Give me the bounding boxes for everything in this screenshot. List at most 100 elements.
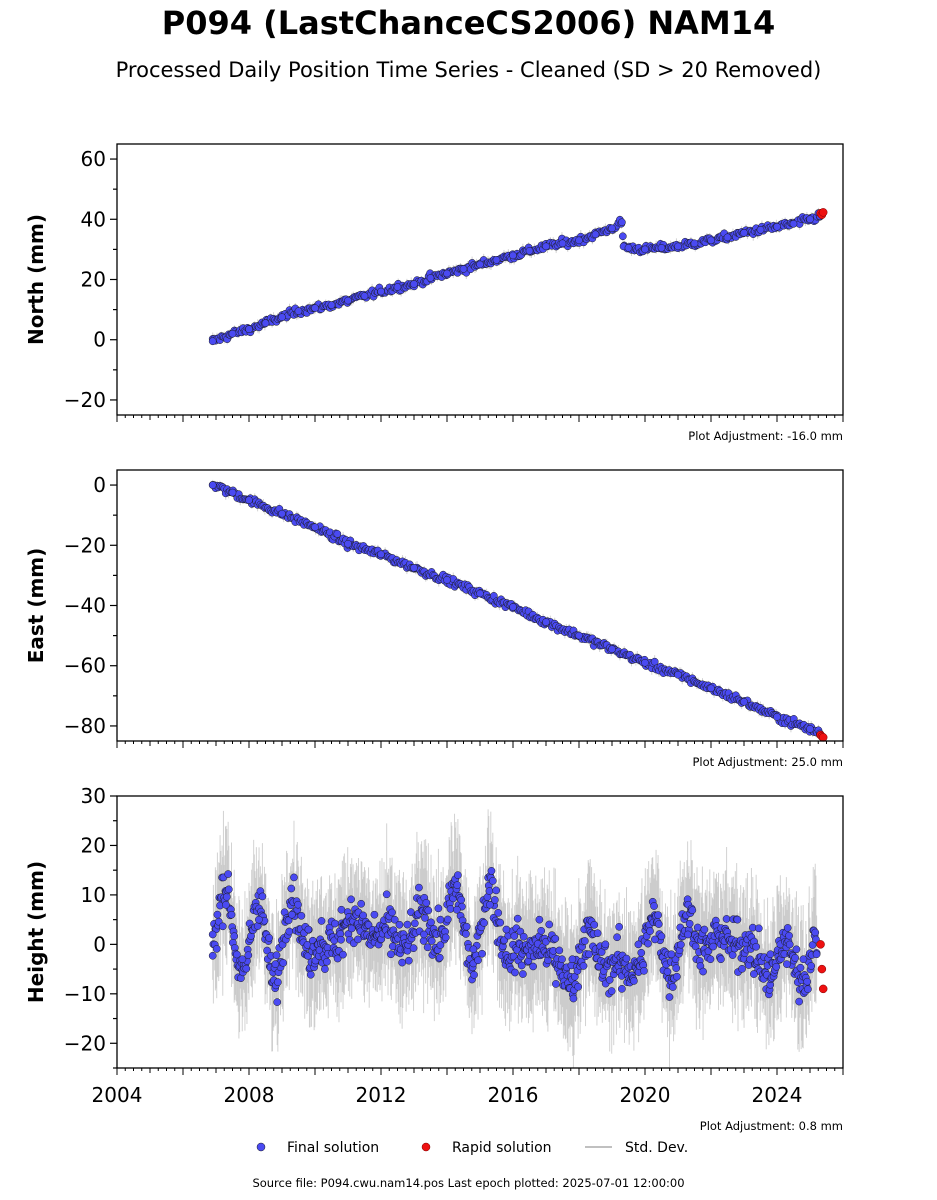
final-solution-point	[410, 280, 418, 288]
rapid-solution-point	[817, 964, 827, 974]
final-solution-point	[650, 902, 658, 910]
final-solution-point	[435, 953, 444, 962]
final-solution-point	[783, 960, 791, 968]
final-solution-point	[420, 930, 428, 939]
final-solution-point	[693, 923, 702, 932]
x-tick-label: 2004	[92, 1083, 143, 1107]
final-solution-point	[274, 978, 282, 987]
final-solution-point	[393, 283, 402, 291]
final-solution-point	[685, 919, 694, 928]
x-tick-label: 2016	[488, 1083, 539, 1107]
final-solution-point	[230, 932, 239, 941]
final-solution-point	[453, 905, 461, 914]
y-tick-label: −80	[64, 714, 106, 738]
final-solution-point	[213, 910, 222, 919]
final-solution-point	[773, 222, 781, 231]
final-solution-point	[462, 930, 470, 938]
final-solution-point	[272, 951, 281, 960]
final-solution-point	[347, 895, 355, 904]
final-solution-point	[436, 915, 445, 924]
final-solution-point	[674, 242, 682, 251]
final-solution-point	[812, 950, 821, 959]
legend-std-label: Std. Dev.	[625, 1140, 688, 1156]
final-solution-point	[311, 304, 319, 312]
final-solution-point	[285, 927, 294, 936]
rapid-solution-point	[818, 733, 828, 742]
final-solution-point	[443, 915, 452, 924]
final-solution-point	[709, 942, 718, 951]
final-solution-point	[808, 941, 817, 949]
final-solution-point	[644, 939, 652, 948]
final-solution-point	[388, 908, 396, 917]
x-tick-label: 2020	[620, 1083, 671, 1107]
final-solution-point	[773, 713, 781, 721]
final-solution-point	[728, 951, 737, 959]
final-solution-point	[673, 972, 681, 981]
final-solution-point	[806, 215, 814, 224]
final-solution-point	[377, 550, 385, 559]
y-tick-label: −20	[64, 1031, 106, 1055]
final-solution-point	[535, 915, 544, 924]
final-solution-point	[601, 940, 610, 949]
final-solution-point	[370, 910, 379, 919]
final-solution-point	[476, 260, 484, 269]
final-solution-point	[327, 301, 336, 309]
plot-adjustment-note: Plot Adjustment: 0.8 mm	[700, 1119, 843, 1133]
x-tick-label: 2024	[752, 1083, 803, 1107]
final-solution-point	[723, 233, 732, 242]
rapid-solution-points	[816, 730, 828, 742]
final-solution-point	[212, 944, 221, 953]
final-solution-point	[706, 955, 715, 964]
final-solution-point	[487, 867, 496, 875]
final-solution-point	[654, 920, 663, 928]
final-solution-point	[766, 950, 775, 959]
final-solution-point	[640, 967, 648, 975]
final-solution-point	[454, 871, 462, 879]
final-solution-point	[222, 893, 231, 901]
final-solution-point	[674, 670, 682, 679]
y-tick-label: −60	[64, 654, 106, 678]
final-solution-point	[677, 940, 685, 949]
final-solution-point	[608, 224, 616, 233]
final-solution-point	[218, 922, 227, 931]
final-solution-point	[228, 488, 237, 497]
final-solution-point	[265, 934, 273, 942]
final-solution-point	[783, 924, 792, 932]
final-solution-point	[605, 976, 614, 984]
legend: Final solution Rapid solution Std. Dev.	[256, 1140, 688, 1156]
final-solution-point	[287, 884, 296, 893]
final-solution-point	[474, 956, 482, 965]
final-solution-point	[311, 523, 319, 532]
final-solution-point	[634, 940, 643, 949]
final-solution-point	[654, 911, 662, 919]
final-solution-point	[691, 942, 700, 951]
final-solution-point	[624, 244, 633, 252]
final-solution-point	[339, 950, 347, 959]
final-solution-point	[529, 962, 537, 971]
final-solution-point	[423, 943, 432, 952]
final-solution-point	[398, 958, 406, 967]
y-axis-label: Height (mm)	[24, 861, 48, 1003]
final-solution-point	[750, 970, 758, 978]
rapid-solution-points	[816, 940, 828, 994]
final-solution-point	[404, 956, 413, 965]
final-solution-point	[278, 509, 286, 518]
final-solution-point	[357, 899, 366, 908]
y-axis-label: East (mm)	[24, 548, 48, 664]
final-solution-point	[622, 954, 631, 963]
final-solution-point	[569, 994, 578, 1003]
final-solution-point	[255, 915, 263, 924]
final-solution-point	[630, 977, 638, 985]
final-solution-point	[364, 921, 373, 929]
final-solution-point	[443, 269, 451, 278]
final-solution-point	[733, 915, 742, 924]
final-solution-point	[552, 980, 560, 988]
final-solution-point	[803, 977, 812, 986]
final-solution-point	[509, 603, 517, 611]
final-solution-point	[333, 954, 342, 963]
final-solution-point	[294, 307, 303, 315]
std-dev-bars	[212, 207, 821, 346]
y-tick-label: 20	[81, 833, 106, 857]
final-solution-point	[245, 496, 253, 504]
final-solution-point	[597, 948, 606, 956]
